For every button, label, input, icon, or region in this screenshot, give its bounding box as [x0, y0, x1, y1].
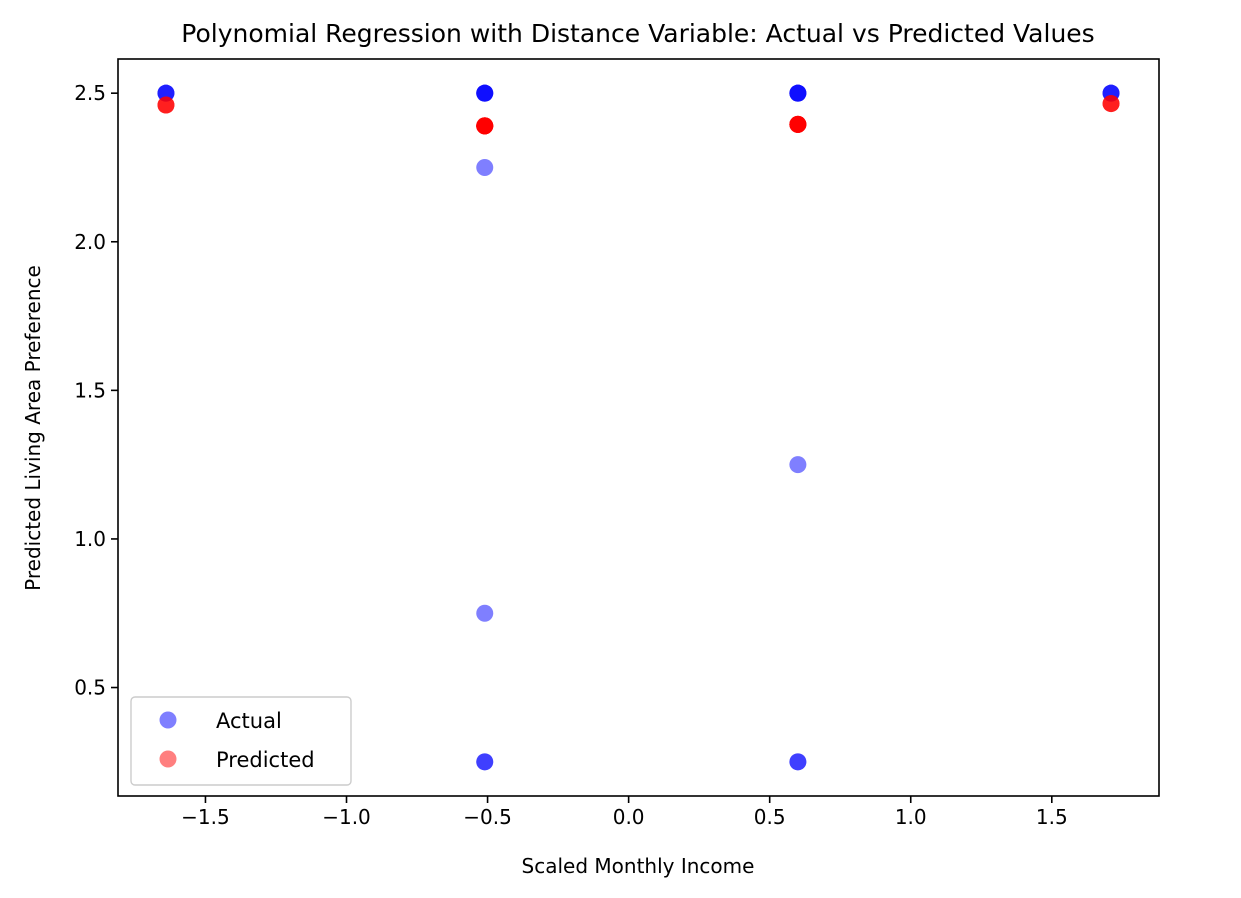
data-point [789, 753, 807, 771]
y-tick-label: 2.5 [74, 81, 106, 105]
points-layer [157, 84, 1120, 771]
x-tick-label: 0.0 [613, 805, 645, 829]
x-tick-label: 0.5 [754, 805, 786, 829]
legend-label-predicted: Predicted [216, 748, 315, 772]
y-tick-label: 0.5 [74, 676, 106, 700]
y-axis-label: Predicted Living Area Preference [21, 265, 45, 591]
y-tick-label: 1.0 [74, 527, 106, 551]
x-axis-ticks: −1.5 −1.0 −0.5 0.0 0.5 1.0 1.5 [181, 796, 1068, 829]
series-predicted [157, 95, 1120, 135]
data-point [476, 604, 494, 622]
x-axis-label: Scaled Monthly Income [522, 854, 755, 878]
legend: Actual Predicted [130, 696, 352, 786]
plot-frame [117, 58, 1160, 797]
data-point [157, 96, 175, 114]
data-point [789, 456, 807, 474]
data-point [476, 753, 494, 771]
y-axis-ticks: 0.5 1.0 1.5 2.0 2.5 [74, 81, 118, 700]
data-point [476, 117, 494, 135]
data-point [476, 84, 494, 102]
y-tick-label: 2.0 [74, 230, 106, 254]
x-tick-label: 1.0 [895, 805, 927, 829]
x-tick-label: −1.5 [181, 805, 230, 829]
chart-title: Polynomial Regression with Distance Vari… [181, 19, 1094, 48]
data-point [1102, 95, 1120, 113]
data-point [789, 84, 807, 102]
data-point [157, 84, 175, 102]
x-tick-label: −0.5 [463, 805, 512, 829]
x-tick-label: −1.0 [322, 805, 371, 829]
legend-label-actual: Actual [216, 709, 282, 733]
legend-marker-actual [159, 711, 177, 729]
x-tick-label: 1.5 [1036, 805, 1068, 829]
data-point [789, 115, 807, 133]
y-tick-label: 1.5 [74, 378, 106, 402]
legend-box [130, 696, 352, 786]
legend-marker-predicted [159, 750, 177, 768]
data-point [476, 158, 494, 176]
